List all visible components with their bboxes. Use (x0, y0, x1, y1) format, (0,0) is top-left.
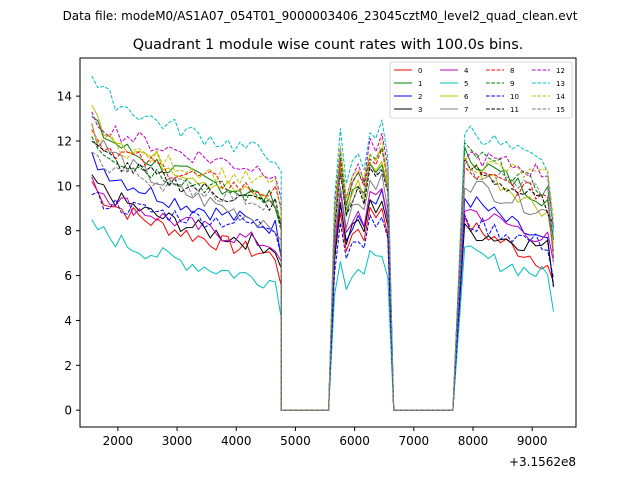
series-line-1 (91, 115, 554, 411)
x-tick-label: 5000 (280, 434, 311, 448)
series-line-5 (91, 219, 554, 411)
x-offset-label: +3.1562e8 (509, 455, 576, 469)
x-tick-label: 7000 (399, 434, 430, 448)
legend-label-1: 1 (418, 80, 422, 88)
x-tick-label: 8000 (458, 434, 489, 448)
x-tick-label: 9000 (517, 434, 548, 448)
legend-label-7: 7 (464, 106, 468, 114)
legend-label-8: 8 (510, 67, 514, 75)
data-file-caption: Data file: modeM0/AS1A07_054T01_90000034… (63, 9, 578, 23)
legend-label-0: 0 (418, 67, 422, 75)
legend-label-5: 5 (464, 80, 468, 88)
series-line-2 (91, 152, 554, 411)
legend-label-9: 9 (510, 80, 514, 88)
series-line-10 (91, 191, 554, 411)
x-tick-label: 2000 (103, 434, 134, 448)
y-tick-label: 12 (57, 134, 72, 148)
y-tick-label: 0 (64, 404, 72, 418)
series-line-15 (91, 151, 554, 411)
series-line-12 (91, 111, 554, 411)
series-line-4 (91, 176, 554, 411)
x-tick-label: 6000 (339, 434, 370, 448)
legend-label-13: 13 (556, 80, 565, 88)
legend-label-2: 2 (418, 93, 422, 101)
x-tick-label: 3000 (162, 434, 193, 448)
legend-label-11: 11 (510, 106, 519, 114)
y-tick-label: 14 (57, 90, 72, 104)
series-lines (91, 75, 554, 411)
series-line-14 (91, 125, 554, 411)
legend-label-4: 4 (464, 67, 469, 75)
x-tick-label: 4000 (221, 434, 252, 448)
plot-background (80, 58, 576, 427)
legend-label-10: 10 (510, 93, 519, 101)
plot-area: 2000 3000 4000 5000 6000 7000 8000 900002468101… (57, 57, 577, 469)
y-tick-label: 2 (64, 359, 72, 373)
y-tick-label: 4 (64, 314, 72, 328)
legend-label-15: 15 (556, 106, 565, 114)
series-line-13 (91, 75, 554, 411)
legend-label-3: 3 (418, 106, 422, 114)
legend-box (389, 61, 573, 119)
legend-label-14: 14 (556, 93, 565, 101)
series-line-3 (91, 174, 554, 411)
chart-title: Quadrant 1 module wise count rates with … (133, 37, 524, 53)
y-tick-label: 8 (64, 224, 72, 238)
axes-frame (79, 57, 577, 428)
y-tick-label: 10 (57, 179, 72, 193)
legend-label-12: 12 (556, 67, 565, 75)
series-line-9 (91, 136, 554, 411)
y-tick-label: 6 (64, 269, 72, 283)
series-line-11 (91, 140, 554, 411)
legend-label-6: 6 (464, 93, 469, 101)
series-line-0 (91, 181, 554, 411)
